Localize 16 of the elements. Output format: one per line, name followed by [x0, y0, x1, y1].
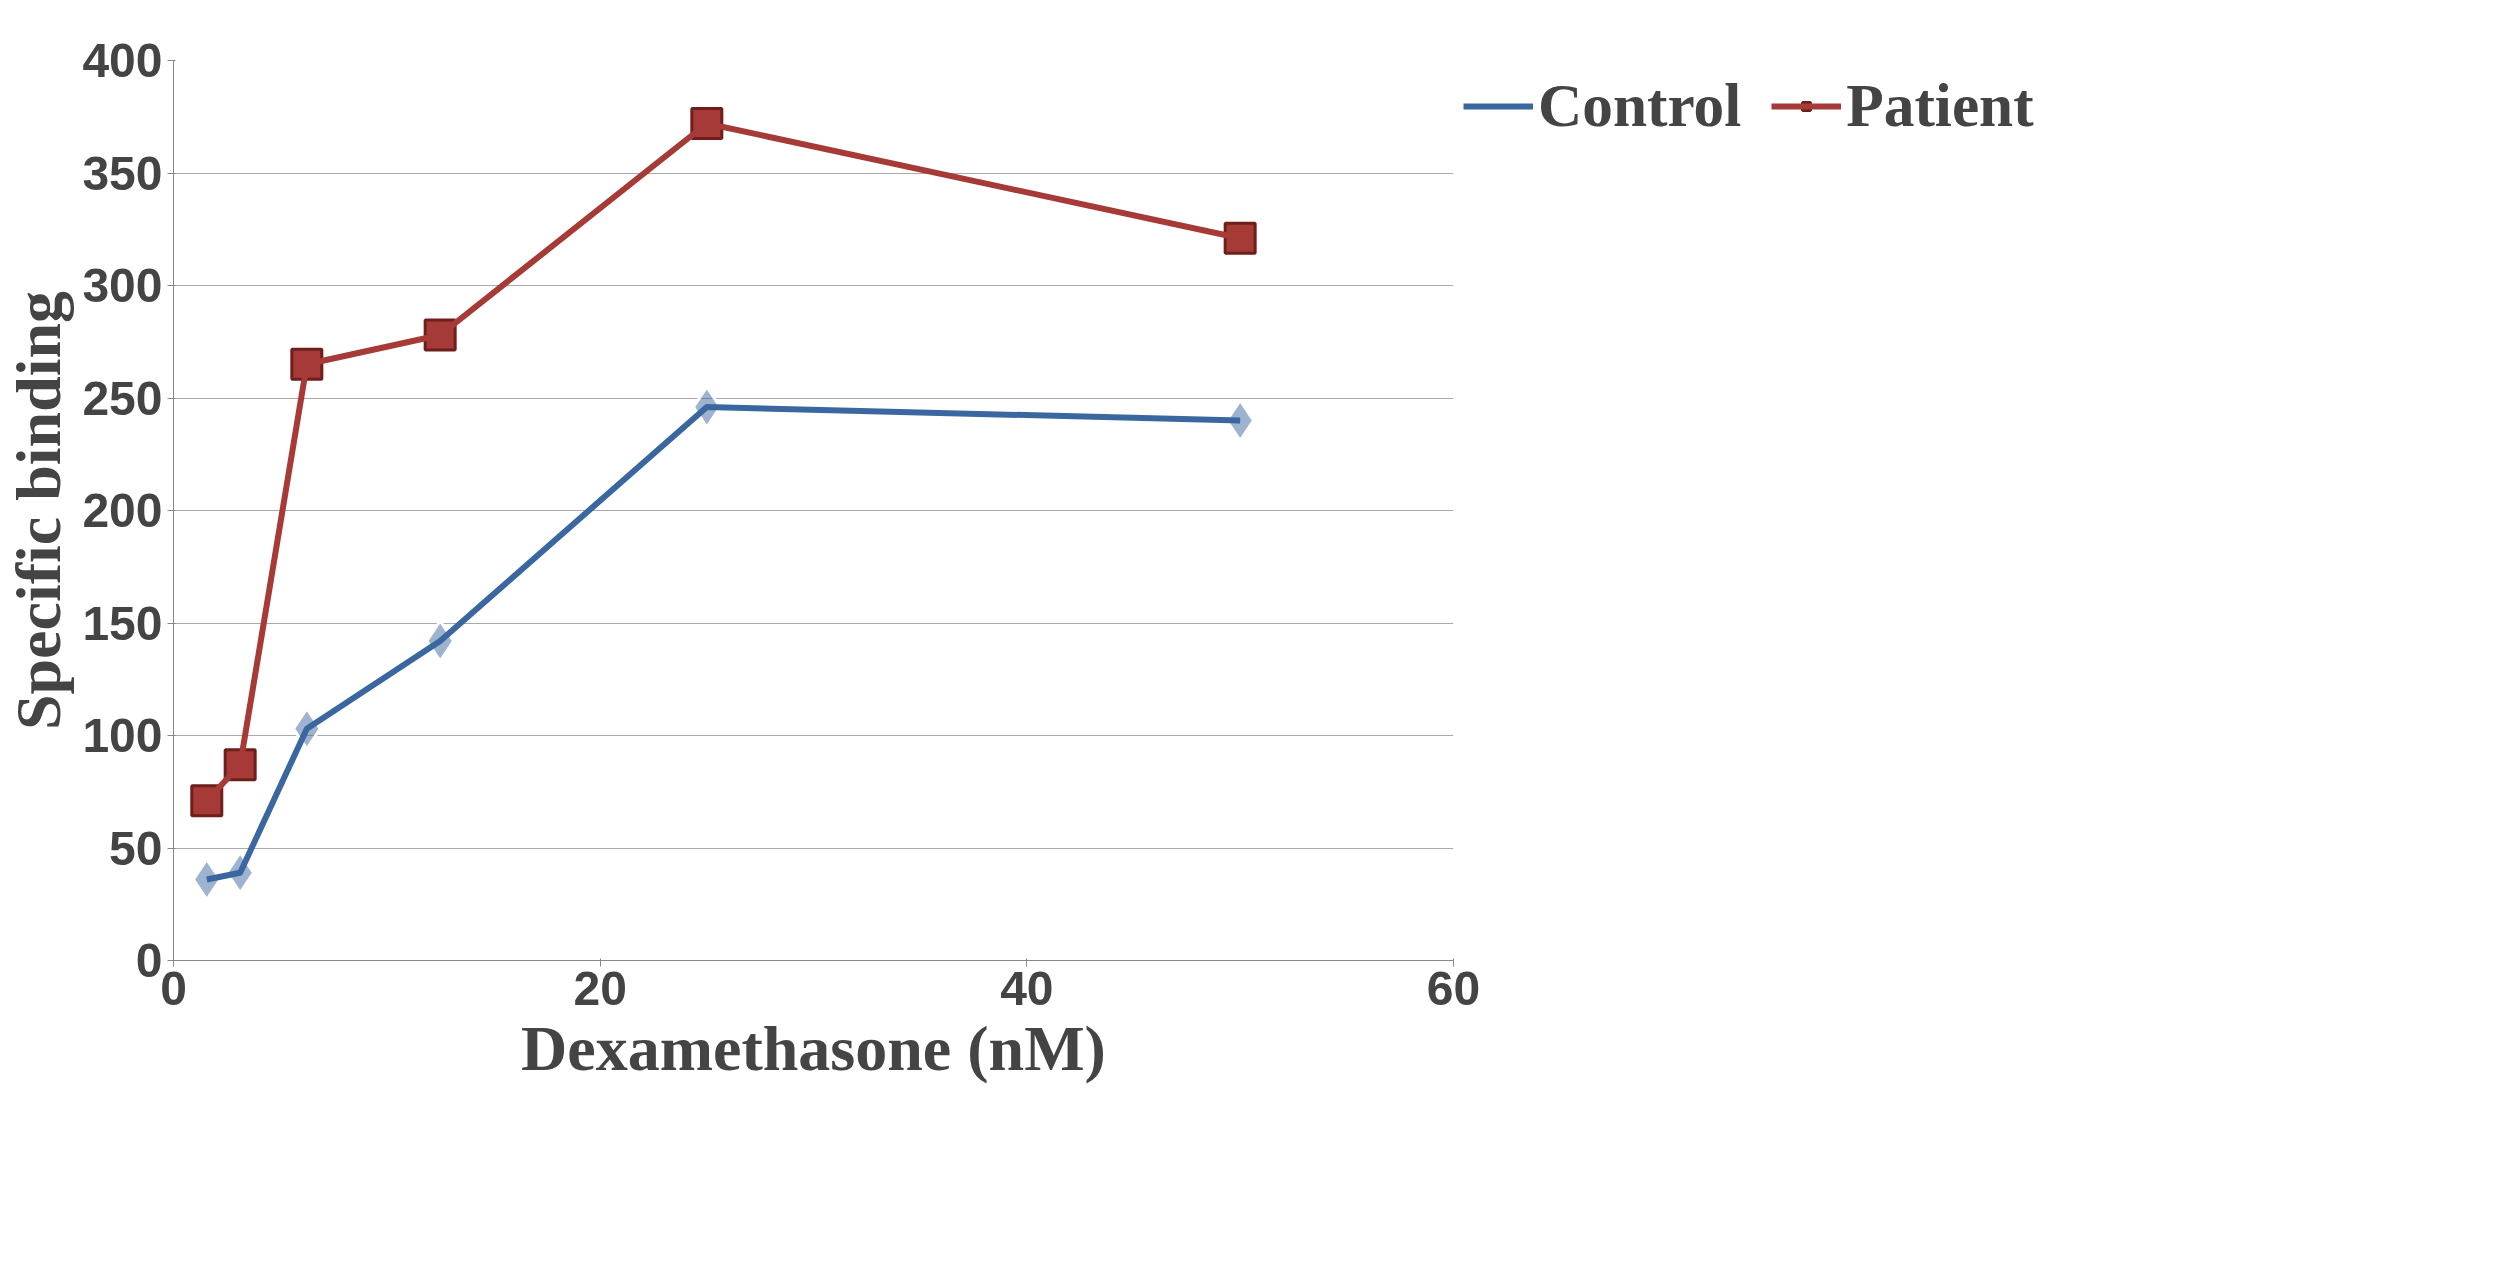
x-tick-label: 40: [1000, 961, 1054, 1015]
y-tick-label: 250: [82, 371, 163, 425]
legend-label: Patient: [1846, 70, 2034, 141]
y-tick-label: 150: [82, 596, 163, 650]
x-tick-label: 60: [1426, 961, 1481, 1015]
y-tick-label: 200: [82, 484, 163, 537]
y-tick-label: 300: [82, 259, 163, 312]
x-tick-label: 20: [573, 961, 627, 1015]
y-tick-label: 350: [82, 146, 163, 200]
y-tick-label: 400: [82, 34, 163, 87]
y-axis-title: Specific binding: [3, 290, 75, 731]
y-tick-label: 50: [109, 821, 163, 875]
legend-label: Control: [1538, 70, 1742, 141]
point: [1223, 221, 1257, 255]
y-tick-label: 100: [82, 709, 163, 762]
x-axis-title: Dexamethasone (nM): [521, 1012, 1106, 1084]
